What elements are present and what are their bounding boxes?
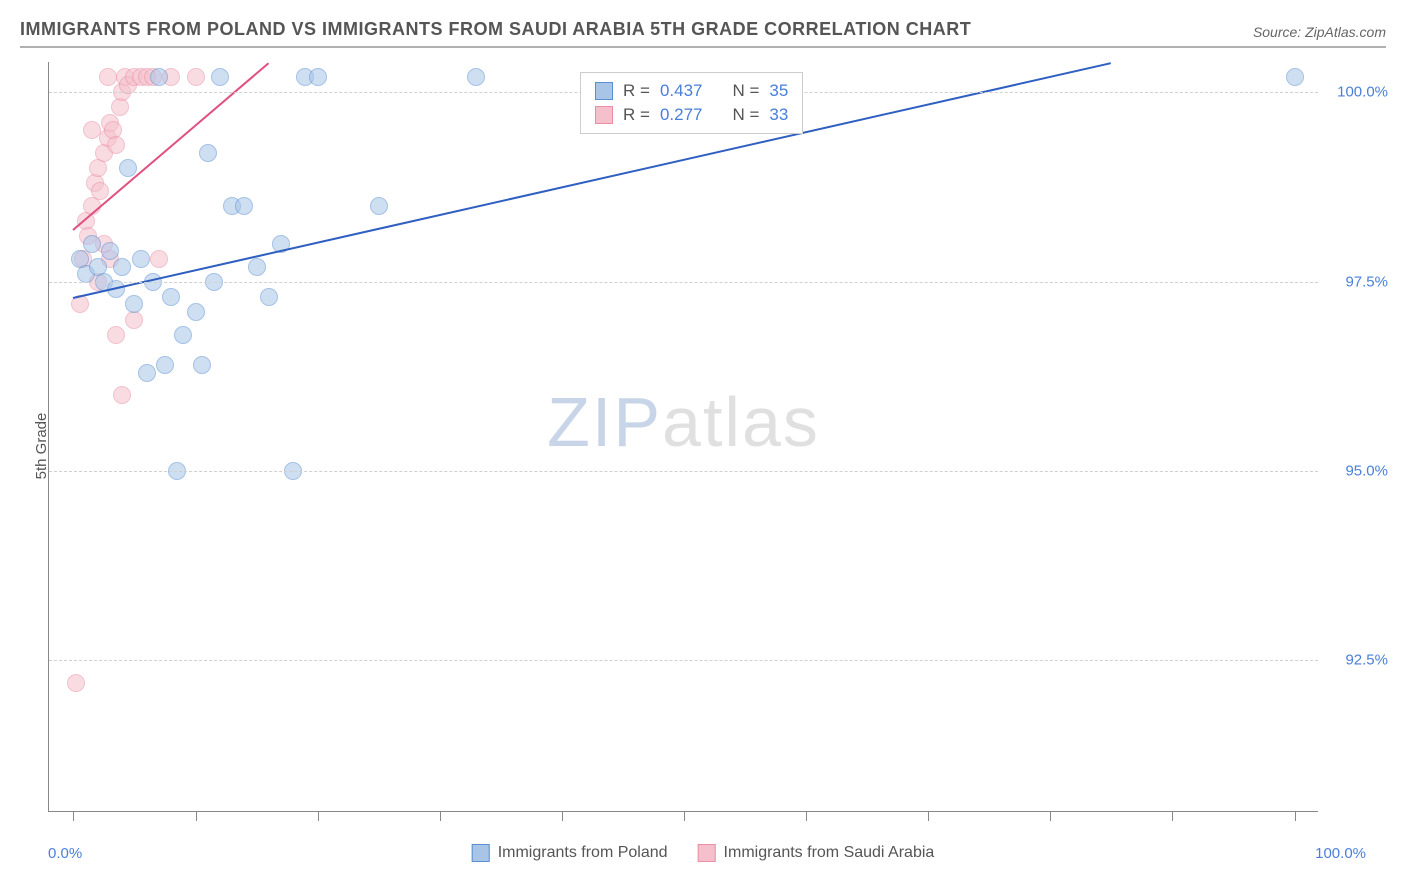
legend-swatch	[698, 844, 716, 862]
series1-point	[150, 68, 168, 86]
chart-source: Source: ZipAtlas.com	[1253, 24, 1386, 40]
series1-point	[101, 242, 119, 260]
series1-point	[248, 258, 266, 276]
x-axis-max-label: 100.0%	[1315, 845, 1366, 862]
y-tick-label: 97.5%	[1328, 273, 1388, 290]
series1-point	[193, 356, 211, 374]
n-label: N =	[732, 81, 759, 101]
x-tick	[684, 811, 685, 821]
series2-point	[113, 386, 131, 404]
series1-point	[235, 197, 253, 215]
series1-point	[138, 364, 156, 382]
series1-point	[187, 303, 205, 321]
watermark-atlas: atlas	[662, 383, 820, 461]
series1-point	[83, 235, 101, 253]
x-tick	[440, 811, 441, 821]
series1-point	[199, 144, 217, 162]
gridline	[49, 660, 1318, 661]
chart-title: IMMIGRANTS FROM POLAND VS IMMIGRANTS FRO…	[20, 19, 971, 40]
series1-point	[162, 288, 180, 306]
correlation-legend: R = 0.437 N = 35 R = 0.277 N = 33	[580, 72, 803, 134]
legend-swatch	[595, 106, 613, 124]
x-tick	[1050, 811, 1051, 821]
correlation-legend-row: R = 0.277 N = 33	[595, 103, 788, 127]
series2-point	[83, 121, 101, 139]
gridline	[49, 471, 1318, 472]
x-tick	[1172, 811, 1173, 821]
series-legend-label: Immigrants from Saudi Arabia	[724, 844, 935, 862]
r-label: R =	[623, 81, 650, 101]
y-tick-label: 100.0%	[1328, 84, 1388, 101]
chart-container: IMMIGRANTS FROM POLAND VS IMMIGRANTS FRO…	[0, 0, 1406, 892]
series1-point	[156, 356, 174, 374]
series1-point	[132, 250, 150, 268]
x-tick	[1295, 811, 1296, 821]
x-axis-min-label: 0.0%	[48, 845, 82, 862]
series1-point	[211, 68, 229, 86]
series-legend-item: Immigrants from Saudi Arabia	[698, 844, 935, 862]
series1-point	[260, 288, 278, 306]
title-bar: IMMIGRANTS FROM POLAND VS IMMIGRANTS FRO…	[20, 18, 1386, 48]
watermark: ZIPatlas	[547, 382, 820, 462]
series2-point	[107, 136, 125, 154]
legend-swatch	[472, 844, 490, 862]
series2-point	[107, 326, 125, 344]
x-tick	[806, 811, 807, 821]
series2-point	[150, 250, 168, 268]
legend-swatch	[595, 82, 613, 100]
n-value: 35	[769, 81, 788, 101]
y-tick-label: 95.0%	[1328, 463, 1388, 480]
y-tick-label: 92.5%	[1328, 652, 1388, 669]
correlation-legend-row: R = 0.437 N = 35	[595, 79, 788, 103]
series2-point	[99, 68, 117, 86]
plot-inner: ZIPatlas	[49, 62, 1318, 811]
series-legend: Immigrants from Poland Immigrants from Sa…	[472, 844, 935, 862]
series2-point	[91, 182, 109, 200]
x-tick	[928, 811, 929, 821]
series-legend-label: Immigrants from Poland	[498, 844, 668, 862]
x-tick	[562, 811, 563, 821]
series1-point	[174, 326, 192, 344]
watermark-zip: ZIP	[547, 383, 662, 461]
series1-point	[467, 68, 485, 86]
series2-point	[67, 674, 85, 692]
series1-point	[370, 197, 388, 215]
r-value: 0.277	[660, 105, 703, 125]
series-legend-item: Immigrants from Poland	[472, 844, 668, 862]
x-tick	[73, 811, 74, 821]
x-tick	[318, 811, 319, 821]
n-label: N =	[732, 105, 759, 125]
series1-point	[1286, 68, 1304, 86]
series2-point	[187, 68, 205, 86]
r-label: R =	[623, 105, 650, 125]
series1-point	[125, 295, 143, 313]
n-value: 33	[769, 105, 788, 125]
series1-point	[309, 68, 327, 86]
x-tick	[196, 811, 197, 821]
series1-point	[113, 258, 131, 276]
r-value: 0.437	[660, 81, 703, 101]
gridline	[49, 282, 1318, 283]
plot-area: ZIPatlas 92.5%95.0%97.5%100.0%	[48, 62, 1318, 812]
